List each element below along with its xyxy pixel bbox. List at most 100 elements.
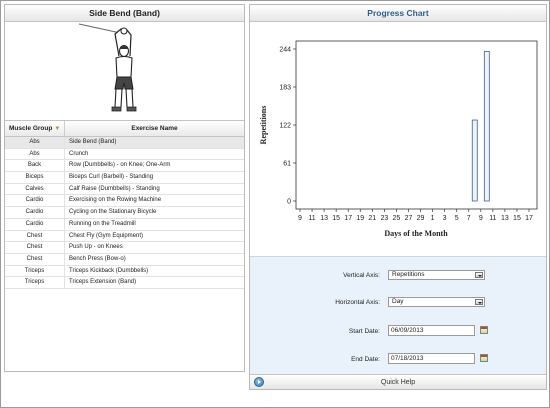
exercise-name-cell: Row (Dumbbells) - on Knee; One-Arm: [69, 162, 171, 169]
muscle-group-cell: Chest: [5, 230, 65, 242]
muscle-group-cell: Cardio: [5, 218, 65, 230]
muscle-group-cell: Abs: [5, 137, 65, 148]
exercise-name-cell: Push Up - on Knees: [69, 244, 123, 251]
quick-help-bar[interactable]: Quick Help: [250, 374, 546, 389]
x-tick-label: 5: [455, 215, 459, 222]
x-tick-label: 1: [431, 215, 435, 222]
muscle-group-cell: Cardio: [5, 207, 65, 218]
x-tick-label: 13: [501, 215, 509, 222]
exercise-name-column-header[interactable]: Exercise Name: [131, 125, 178, 132]
table-row[interactable]: Triceps Triceps Kickback (Dumbbells): [5, 265, 244, 278]
progress-panel: Progress Chart 0 61 122 183 244 9 11 13 15 17 19 2…: [249, 4, 547, 390]
exercise-illustration: [78, 23, 137, 112]
y-tick-label: 183: [279, 85, 291, 92]
bar-day-8[interactable]: [471, 119, 478, 202]
y-tick-label: 122: [279, 123, 291, 130]
vertical-axis-select[interactable]: Repetitions: [388, 270, 485, 280]
calendar-icon[interactable]: [480, 326, 488, 334]
chevron-down-icon[interactable]: [475, 299, 483, 305]
muscle-group-column-header[interactable]: Muscle Group ▼: [5, 121, 65, 136]
horizontal-axis-select[interactable]: Day: [388, 297, 485, 307]
exercise-name-cell: Cycling on the Stationary Bicycle: [69, 209, 157, 216]
x-tick-label: 19: [356, 215, 364, 222]
exercise-name-cell: Triceps Kickback (Dumbbells): [69, 267, 149, 274]
progress-panel-title: Progress Chart: [250, 5, 546, 22]
start-date-input[interactable]: 06/09/2013: [388, 325, 475, 336]
x-tick-label: 25: [393, 215, 401, 222]
vertical-axis-value: Repetitions: [392, 271, 425, 278]
start-date-label: Start Date:: [348, 328, 380, 335]
muscle-group-cell: Back: [5, 160, 65, 172]
muscle-group-cell: Chest: [5, 242, 65, 253]
exercise-name-cell: Running on the Treadmill: [69, 220, 136, 227]
y-tick-label: 61: [283, 161, 291, 168]
x-tick-label: 27: [405, 215, 413, 222]
table-row[interactable]: Biceps Biceps Curl (Barbell) - Standing: [5, 172, 244, 184]
end-date-label: End Date:: [351, 356, 380, 363]
x-tick-label: 9: [479, 215, 483, 222]
horizontal-axis-value: Day: [392, 298, 404, 305]
exercise-panel-title: Side Bend (Band): [5, 5, 244, 22]
y-tick-label: 0: [287, 199, 291, 206]
chevron-down-icon[interactable]: [475, 272, 483, 278]
end-date-input[interactable]: 07/18/2013: [388, 353, 475, 364]
x-tick-label: 17: [344, 215, 352, 222]
table-row[interactable]: Cardio Cycling on the Stationary Bicycle: [5, 207, 244, 219]
x-tick-label: 3: [443, 215, 447, 222]
table-row[interactable]: Cardio Running on the Treadmill: [5, 218, 244, 231]
table-row[interactable]: Back Row (Dumbbells) - on Knee; One-Arm: [5, 160, 244, 173]
plot-area: [295, 40, 538, 210]
muscle-group-cell: Calves: [5, 183, 65, 195]
x-tick-label: 13: [320, 215, 328, 222]
exercise-grid-header: Muscle Group ▼ Exercise Name: [5, 120, 244, 137]
x-tick-label: 11: [308, 215, 315, 222]
table-row[interactable]: Cardio Exercising on the Rowing Machine: [5, 195, 244, 208]
table-row[interactable]: Abs Side Bend (Band): [5, 137, 244, 149]
x-tick-label: 21: [368, 215, 376, 222]
bar-day-10[interactable]: [483, 51, 490, 202]
exercise-grid-body: Abs Side Bend (Band) Abs Crunch Back Row (D…: [5, 137, 244, 289]
exercise-name-cell: Biceps Curl (Barbell) - Standing: [69, 174, 154, 181]
x-tick-label: 17: [525, 215, 533, 222]
muscle-group-header-label: Muscle Group: [9, 125, 53, 132]
chart-options: Vertical Axis: Repetitions Horizontal Ax…: [250, 256, 546, 374]
x-tick-label: 15: [513, 215, 521, 222]
exercise-name-cell: Exercising on the Rowing Machine: [69, 197, 162, 204]
horizontal-axis-label: Horizontal Axis:: [335, 299, 380, 306]
muscle-group-cell: Biceps: [5, 172, 65, 183]
x-axis-label: Days of the Month: [384, 229, 448, 238]
x-tick-label: 29: [417, 215, 425, 222]
x-tick-label: 15: [332, 215, 340, 222]
exercise-name-cell: Bench Press (Bow-o): [69, 255, 126, 262]
calendar-icon[interactable]: [480, 354, 488, 362]
y-tick-label: 244: [279, 47, 291, 54]
table-row[interactable]: Chest Bench Press (Bow-o): [5, 253, 244, 266]
exercise-name-cell: Crunch: [69, 150, 89, 157]
x-tick-label: 23: [380, 215, 388, 222]
table-row[interactable]: Abs Crunch: [5, 148, 244, 161]
vertical-axis-label: Vertical Axis:: [343, 272, 380, 279]
muscle-group-cell: Triceps: [5, 265, 65, 277]
x-tick-label: 11: [489, 215, 496, 222]
muscle-group-cell: Chest: [5, 253, 65, 265]
table-row[interactable]: Calves Calf Raise (Dumbbells) - Standing: [5, 183, 244, 196]
x-tick-label: 7: [467, 215, 471, 222]
y-axis-label: Repetitions: [259, 106, 268, 145]
sort-down-icon[interactable]: ▼: [54, 126, 61, 132]
table-row[interactable]: Chest Push Up - on Knees: [5, 242, 244, 254]
quick-help-label: Quick Help: [380, 379, 416, 386]
exercise-name-cell: Calf Raise (Dumbbells) - Standing: [69, 185, 160, 192]
table-row[interactable]: Chest Chest Fly (Gym Equipment): [5, 230, 244, 243]
x-tick-label: 9: [298, 215, 302, 222]
exercise-name-cell: Chest Fly (Gym Equipment): [69, 232, 144, 239]
muscle-group-cell: Triceps: [5, 277, 65, 288]
table-row[interactable]: Triceps Triceps Extension (Band): [5, 277, 244, 289]
exercise-name-cell: Side Bend (Band): [69, 139, 117, 145]
play-icon[interactable]: [254, 377, 264, 387]
exercise-name-cell: Triceps Extension (Band): [69, 279, 137, 286]
muscle-group-cell: Abs: [5, 148, 65, 160]
muscle-group-cell: Cardio: [5, 195, 65, 207]
exercise-panel: Side Bend (Band) Muscle Group ▼ Exercise …: [4, 4, 245, 372]
